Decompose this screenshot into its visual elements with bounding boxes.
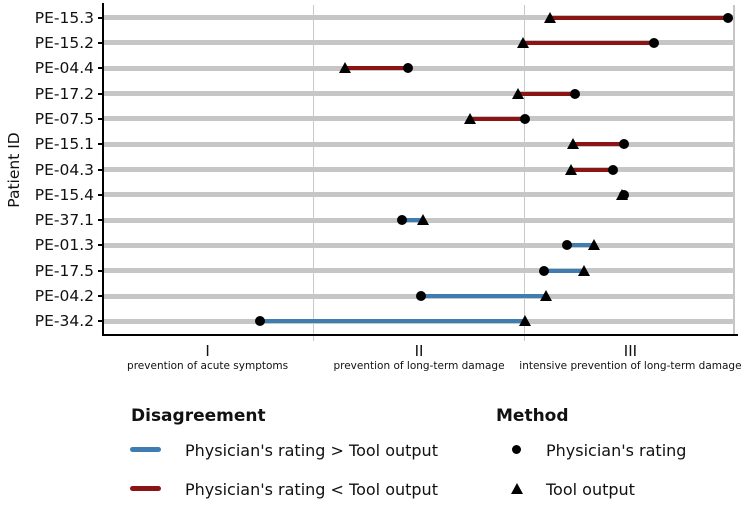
- row-stripe: [104, 116, 734, 122]
- disagreement-segment: [345, 66, 409, 71]
- y-tick: [98, 320, 103, 323]
- disagreement-segment: [550, 15, 728, 20]
- x-tick-numeral: III: [623, 342, 638, 360]
- disagreement-segment: [573, 142, 625, 147]
- gridline: [523, 5, 526, 341]
- row-stripe: [104, 167, 734, 172]
- legend-swatch-red: [130, 486, 161, 491]
- disagreement-segment: [402, 218, 424, 223]
- physician-marker: [416, 291, 427, 302]
- y-tick-label: PE-04.2: [34, 287, 94, 306]
- plot-area: [104, 5, 734, 341]
- y-tick: [98, 219, 103, 222]
- y-tick-label: PE-04.3: [34, 160, 94, 179]
- disagreement-segment: [522, 40, 654, 45]
- physician-marker: [570, 88, 581, 99]
- tool-marker: [588, 239, 601, 251]
- disagreement-segment: [421, 294, 546, 299]
- physician-marker: [619, 139, 630, 150]
- physician-marker: [397, 215, 408, 226]
- y-tick-label: PE-17.2: [34, 84, 94, 103]
- gridline: [312, 5, 315, 341]
- y-tick: [98, 193, 103, 196]
- disagreement-segment: [571, 167, 614, 172]
- y-tick: [98, 92, 103, 95]
- legend-item-rating-gt-tool: Physician's rating > Tool output: [185, 441, 438, 460]
- x-tick-numeral: I: [205, 342, 210, 360]
- y-tick-label: PE-34.2: [34, 312, 94, 331]
- y-tick: [98, 295, 103, 298]
- row-stripe: [104, 268, 734, 274]
- tool-marker: [463, 112, 476, 124]
- y-tick-label: PE-07.5: [34, 109, 94, 128]
- y-tick: [98, 168, 103, 171]
- y-tick: [98, 41, 103, 44]
- legend-item-rating-lt-tool: Physician's rating < Tool output: [185, 480, 438, 499]
- row-stripe: [104, 40, 734, 46]
- row-stripe: [104, 242, 734, 248]
- physician-marker: [648, 37, 659, 48]
- y-tick-label: PE-15.3: [34, 8, 94, 27]
- row-stripe: [104, 15, 734, 21]
- tool-marker: [544, 11, 557, 23]
- tool-marker: [512, 87, 525, 99]
- y-tick-label: PE-04.4: [34, 59, 94, 78]
- tool-marker: [539, 289, 552, 301]
- tool-marker: [565, 163, 578, 175]
- circle-marker-icon: [512, 445, 521, 454]
- legend-item-physicians-rating: Physician's rating: [546, 441, 687, 460]
- physician-marker: [403, 63, 414, 74]
- legend-swatch-blue: [130, 447, 161, 452]
- disagreement-segment: [260, 319, 525, 324]
- physician-marker: [519, 113, 530, 124]
- row-stripe: [104, 192, 734, 198]
- y-tick: [98, 67, 103, 70]
- tool-marker: [417, 214, 430, 226]
- tool-marker: [516, 36, 529, 48]
- y-tick: [98, 244, 103, 247]
- tool-marker: [577, 264, 590, 276]
- y-tick-label: PE-15.1: [34, 135, 94, 154]
- y-tick: [98, 269, 103, 272]
- y-tick-label: PE-17.5: [34, 261, 94, 280]
- x-tick-sublabel: prevention of long-term damage: [333, 360, 505, 372]
- tool-marker: [518, 315, 531, 327]
- y-tick-label: PE-15.4: [34, 185, 94, 204]
- row-stripe: [104, 65, 734, 71]
- row-stripe: [104, 91, 734, 97]
- physician-marker: [722, 12, 733, 23]
- physician-marker: [255, 316, 266, 327]
- legend-item-tool-output: Tool output: [546, 480, 635, 499]
- tool-marker: [339, 62, 351, 74]
- triangle-marker-icon: [511, 483, 523, 494]
- tool-marker: [615, 188, 628, 200]
- y-tick: [98, 117, 103, 120]
- row-stripe: [104, 141, 734, 147]
- disagreement-segment: [543, 268, 584, 273]
- disagreement-segment: [518, 91, 576, 96]
- y-tick: [98, 143, 103, 146]
- y-tick-label: PE-01.3: [34, 236, 94, 255]
- disagreement-segment: [566, 243, 595, 248]
- disagreement-segment: [469, 116, 525, 121]
- legend-method-title: Method: [496, 406, 569, 426]
- y-tick-label: PE-15.2: [34, 33, 94, 52]
- x-tick-numeral: II: [414, 342, 424, 360]
- tool-marker: [567, 138, 580, 150]
- y-tick: [98, 16, 103, 19]
- physician-marker: [538, 265, 549, 276]
- physician-marker: [608, 164, 619, 175]
- physician-marker: [561, 240, 572, 251]
- x-axis-line: [102, 334, 738, 336]
- x-tick-sublabel: intensive prevention of long-term damage: [519, 360, 742, 372]
- legend-disagreement-title: Disagreement: [131, 406, 266, 426]
- x-tick-sublabel: prevention of acute symptoms: [127, 360, 289, 372]
- y-axis-line: [102, 3, 104, 335]
- y-tick-label: PE-37.1: [34, 211, 94, 230]
